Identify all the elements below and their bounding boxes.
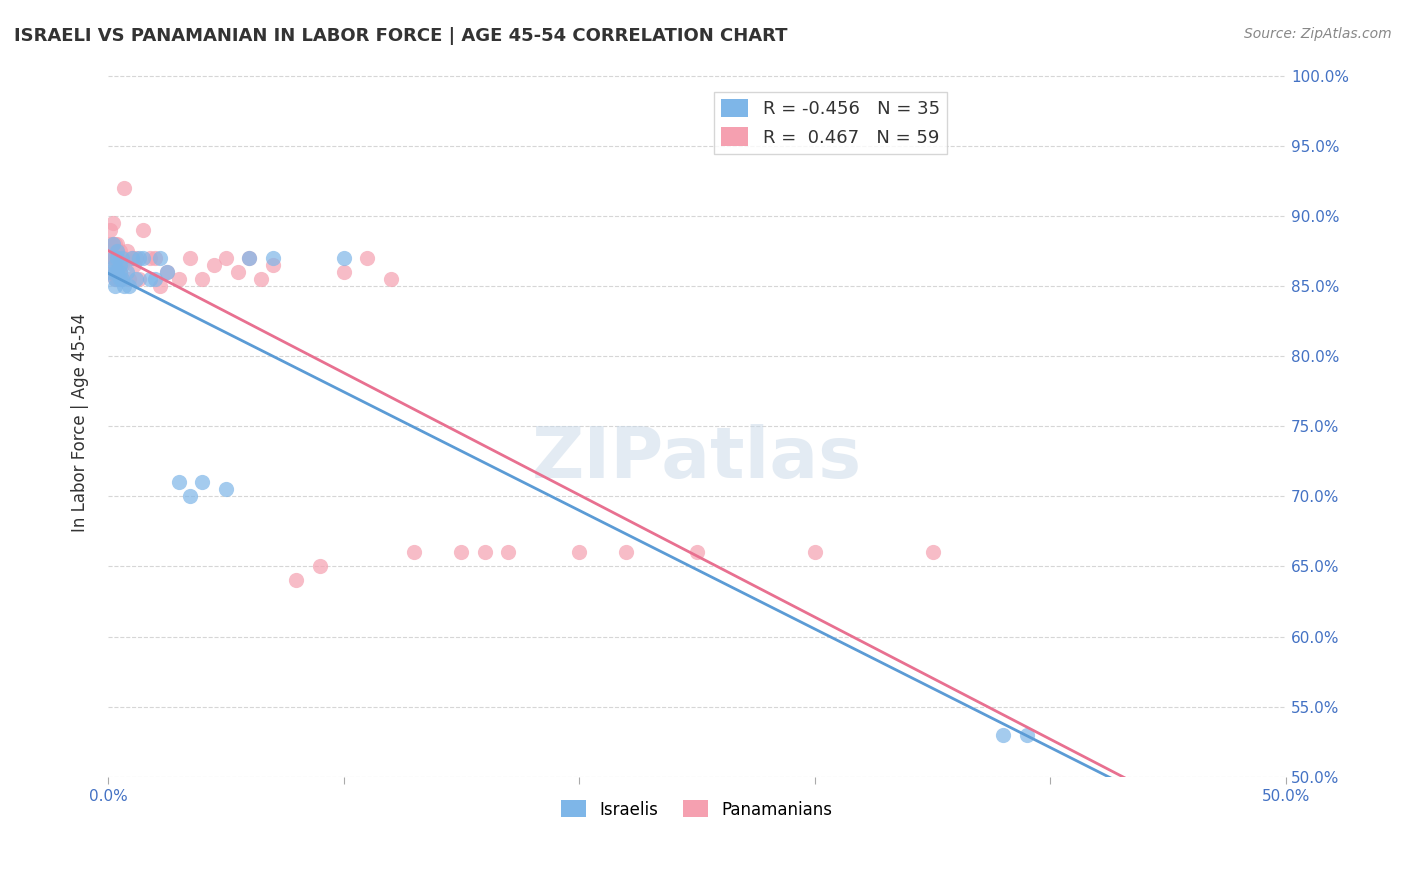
Point: [132, 251, 155, 265]
Point: [101, 251, 124, 265]
Point: [128, 251, 150, 265]
Point: [104, 265, 127, 279]
Point: [114, 279, 136, 293]
Point: [156, 265, 179, 279]
Point: [139, 251, 162, 265]
Point: [104, 265, 127, 279]
Point: [107, 251, 129, 265]
Point: [215, 483, 238, 497]
Point: [111, 251, 134, 265]
Text: Source: ZipAtlas.com: Source: ZipAtlas.com: [1244, 27, 1392, 41]
Point: [115, 244, 138, 258]
Point: [226, 265, 249, 279]
Point: [101, 236, 124, 251]
Point: [474, 545, 496, 559]
Point: [104, 272, 127, 286]
Point: [568, 545, 591, 559]
Point: [98, 236, 121, 251]
Point: [132, 223, 155, 237]
Point: [215, 251, 238, 265]
Point: [104, 272, 127, 286]
Point: [262, 258, 284, 272]
Point: [179, 251, 201, 265]
Point: [121, 251, 143, 265]
Point: [111, 272, 134, 286]
Point: [167, 272, 190, 286]
Point: [107, 265, 129, 279]
Point: [108, 272, 131, 286]
Point: [921, 545, 943, 559]
Point: [803, 545, 825, 559]
Point: [191, 475, 214, 490]
Point: [285, 574, 308, 588]
Point: [238, 251, 260, 265]
Point: [108, 258, 131, 272]
Point: [107, 251, 129, 265]
Legend: Israelis, Panamanians: Israelis, Panamanians: [554, 794, 839, 825]
Point: [122, 258, 145, 272]
Point: [238, 251, 260, 265]
Point: [118, 272, 141, 286]
Point: [121, 251, 143, 265]
Point: [143, 272, 166, 286]
Point: [191, 272, 214, 286]
Point: [98, 265, 121, 279]
Point: [262, 251, 284, 265]
Point: [156, 265, 179, 279]
Point: [114, 251, 136, 265]
Point: [107, 236, 129, 251]
Point: [114, 180, 136, 194]
Point: [125, 272, 148, 286]
Point: [111, 258, 134, 272]
Point: [104, 251, 127, 265]
Point: [179, 489, 201, 503]
Point: [101, 251, 124, 265]
Point: [202, 258, 225, 272]
Point: [108, 272, 131, 286]
Point: [686, 545, 709, 559]
Point: [98, 251, 121, 265]
Point: [107, 244, 129, 258]
Point: [107, 272, 129, 286]
Point: [149, 251, 172, 265]
Point: [139, 272, 162, 286]
Point: [118, 279, 141, 293]
Point: [111, 272, 134, 286]
Point: [108, 265, 131, 279]
Point: [149, 279, 172, 293]
Point: [104, 279, 127, 293]
Text: ISRAELI VS PANAMANIAN IN LABOR FORCE | AGE 45-54 CORRELATION CHART: ISRAELI VS PANAMANIAN IN LABOR FORCE | A…: [14, 27, 787, 45]
Point: [143, 251, 166, 265]
Point: [332, 265, 354, 279]
Point: [115, 265, 138, 279]
Point: [101, 236, 124, 251]
Point: [128, 272, 150, 286]
Point: [450, 545, 472, 559]
Point: [111, 251, 134, 265]
Point: [404, 545, 426, 559]
Point: [104, 258, 127, 272]
Point: [108, 265, 131, 279]
Point: [993, 728, 1015, 742]
Point: [250, 272, 273, 286]
Point: [104, 236, 127, 251]
Point: [108, 244, 131, 258]
Point: [98, 223, 121, 237]
Point: [108, 258, 131, 272]
Point: [1015, 728, 1038, 742]
Point: [332, 251, 354, 265]
Point: [125, 251, 148, 265]
Point: [167, 475, 190, 490]
Point: [101, 216, 124, 230]
Point: [498, 545, 520, 559]
Y-axis label: In Labor Force | Age 45-54: In Labor Force | Age 45-54: [72, 313, 89, 533]
Text: ZIPatlas: ZIPatlas: [531, 424, 862, 492]
Point: [380, 272, 402, 286]
Point: [104, 251, 127, 265]
Point: [107, 244, 129, 258]
Point: [309, 559, 332, 574]
Point: [101, 265, 124, 279]
Point: [614, 545, 637, 559]
Point: [356, 251, 378, 265]
